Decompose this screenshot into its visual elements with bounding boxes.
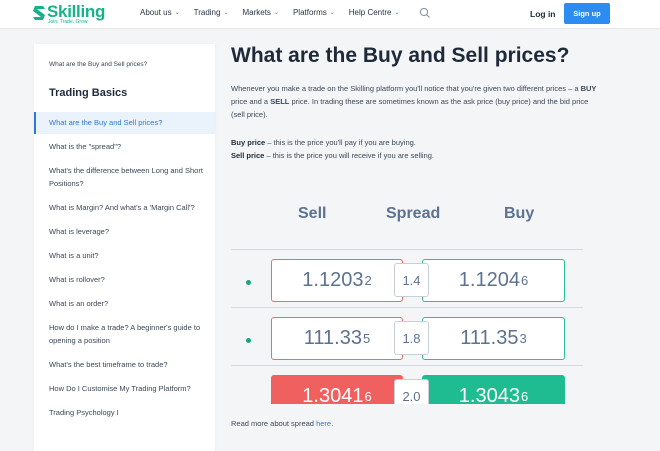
sidebar-item-margin[interactable]: What is Margin? And what's a 'Margin Cal… [49,203,195,212]
nav-label: Help Centre [348,8,392,17]
intro-paragraph: Whenever you make a trade on the Skillin… [231,82,603,121]
spread-column-header: Spread [386,205,441,222]
sidebar-item-order[interactable]: What is an order? [49,299,109,308]
sell-price-definition: Sell price – this is the price you will … [231,149,434,162]
breadcrumb[interactable]: What are the Buy and Sell prices? [49,61,148,68]
spread-here-link[interactable]: here [316,419,332,428]
buy-column-header: Buy [504,205,535,222]
row-divider [231,365,583,366]
login-link[interactable]: Log in [530,9,556,19]
buy-price-pip: 6 [520,273,529,288]
buy-price-term: Buy price [231,138,266,147]
buy-price-box: 1.3043 6 [422,375,565,404]
search-icon[interactable] [419,7,431,19]
logo-text: Skilling [47,2,106,21]
nav-label: Trading [193,8,221,17]
intro-text: price. In trading these are sometimes kn… [231,97,589,119]
top-header: Skilling Join. Trade. Grow. About us ⌄ Tr… [0,0,660,29]
sell-price-term: Sell price [231,151,265,160]
nav-label: Platforms [292,8,327,17]
main-nav: About us ⌄ Trading ⌄ Markets ⌄ Platforms ⌄ H… [140,8,414,17]
spread-box: 2.0 [394,379,429,404]
intro-text: price and a [231,97,271,106]
sidebar-item-buy-sell-prices[interactable]: What are the Buy and Sell prices? [34,112,215,134]
sell-price-text: – this is the price you will receive if … [264,151,435,160]
sell-price-value: 1.1203 [302,269,364,291]
sell-price-pip: 5 [362,331,371,346]
sidebar-item-trading-psychology[interactable]: Trading Psychology I [49,408,119,417]
sell-price-value: 111.33 [303,327,362,349]
spread-box: 1.4 [394,263,429,297]
nav-trading[interactable]: Trading ⌄ [194,8,229,17]
sell-price-box: 1.1203 2 [271,259,403,302]
buy-price-box: 111.35 3 [422,317,565,360]
chevron-down-icon: ⌄ [394,10,400,16]
logo-mark-icon [33,6,45,20]
nav-label: Markets [242,8,271,17]
sell-price-box: 1.3041 6 [271,375,403,404]
sidebar-item-customise-platform[interactable]: How Do I Customise My Trading Platform? [49,384,191,393]
buy-price-text: – this is the price you'll pay if you ar… [265,138,416,147]
sell-price-pip: 6 [364,389,372,404]
chevron-down-icon: ⌄ [223,10,229,16]
row-status-dot [246,338,251,343]
buy-price-definition: Buy price – this is the price you'll pay… [231,136,434,149]
nav-about-us[interactable]: About us ⌄ [140,8,180,17]
sell-price-pip: 2 [364,273,372,288]
buy-price-box: 1.1204 6 [422,259,565,302]
chevron-down-icon: ⌄ [273,10,279,16]
sidebar-list: What are the Buy and Sell prices? What i… [34,112,215,419]
spread-box: 1.8 [394,321,429,355]
sidebar-title: Trading Basics [49,87,128,99]
sidebar-item-make-trade[interactable]: How do I make a trade? A beginner's guid… [49,323,201,345]
skilling-logo[interactable]: Skilling Join. Trade. Grow. [33,2,105,26]
chevron-down-icon: ⌄ [329,10,335,16]
help-sidebar: What are the Buy and Sell prices? Tradin… [34,44,215,451]
price-definitions: Buy price – this is the price you'll pay… [231,136,434,162]
buy-price-pip: 6 [520,389,529,404]
buy-price-value: 1.3043 [458,385,520,404]
logo-tagline: Join. Trade. Grow. [48,19,89,25]
intro-text: Whenever you make a trade on the Skillin… [231,84,581,93]
row-divider [231,249,583,250]
intro-buy-term: BUY [580,84,597,93]
sell-price-box: 111.33 5 [271,317,403,360]
read-more-text: Read more about spread here. [231,419,333,428]
sidebar-item-spread[interactable]: What is the "spread"? [49,142,122,151]
read-more-end: . [331,419,334,428]
sidebar-item-rollover[interactable]: What is rollover? [49,275,105,284]
row-status-dot [246,280,251,285]
buy-price-value: 1.1204 [458,269,520,291]
sidebar-item-leverage[interactable]: What is leverage? [49,227,110,236]
nav-platforms[interactable]: Platforms ⌄ [293,8,335,17]
sidebar-item-unit[interactable]: What is a unit? [49,251,99,260]
nav-markets[interactable]: Markets ⌄ [242,8,278,17]
row-divider [231,307,583,308]
read-more-label: Read more about spread [231,419,317,428]
nav-help-centre[interactable]: Help Centre ⌄ [349,8,400,17]
sidebar-item-long-short[interactable]: What's the difference between Long and S… [49,166,203,188]
sell-price-value: 1.3041 [302,385,364,404]
sell-column-header: Sell [298,205,327,222]
buy-price-pip: 3 [519,331,527,346]
page-title: What are the Buy and Sell prices? [231,44,570,67]
nav-label: About us [140,8,172,17]
signup-button[interactable]: Sign up [564,3,610,24]
sidebar-item-timeframe[interactable]: What's the best timeframe to trade? [49,360,168,369]
intro-sell-term: SELL [270,97,290,106]
buy-price-value: 111.35 [460,327,519,349]
chevron-down-icon: ⌄ [174,10,180,16]
price-illustration: Sell Spread Buy 1.1203 2 1.4 1.1204 6 111.… [231,192,583,404]
